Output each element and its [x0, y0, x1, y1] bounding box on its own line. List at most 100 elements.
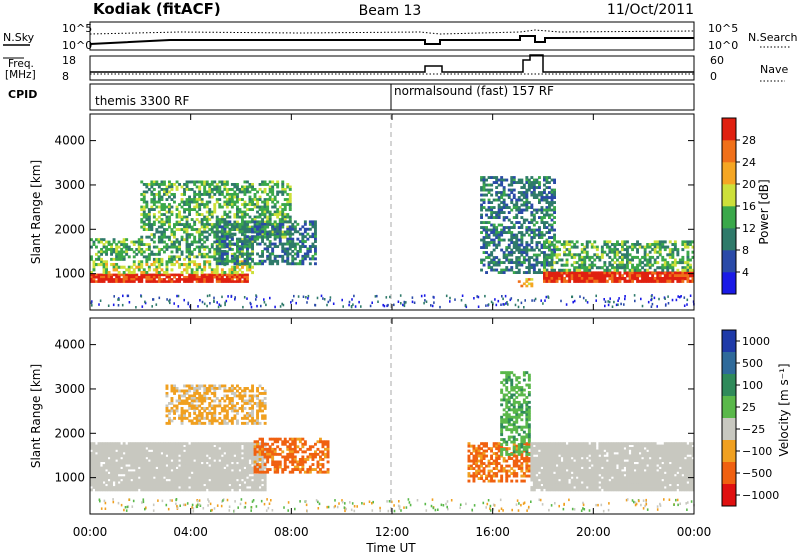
data-cell [558, 253, 561, 257]
data-cell [213, 416, 217, 420]
data-cell [631, 268, 634, 272]
data-cell [253, 193, 257, 196]
data-cell [130, 280, 134, 283]
data-cell [578, 268, 582, 272]
data-cell [281, 218, 285, 221]
data-cell [248, 200, 252, 204]
data-cell [105, 245, 108, 249]
data-cell [105, 263, 108, 267]
data-cell [573, 243, 577, 246]
data-cell [520, 261, 524, 264]
data-cell [218, 247, 222, 251]
data-cell [205, 464, 209, 467]
data-cell [230, 205, 234, 209]
data-cell [110, 252, 113, 256]
data-cell [603, 243, 607, 246]
data-cell [656, 305, 658, 308]
data-cell [227, 295, 229, 298]
data-cell [97, 278, 101, 281]
data-cell [195, 384, 199, 388]
data-cell [261, 183, 264, 186]
data-cell [230, 419, 234, 423]
nave-tick-bottom: 0 [710, 70, 717, 83]
data-cell [178, 280, 181, 283]
data-cell [243, 193, 247, 196]
data-cell [228, 230, 232, 234]
data-cell [195, 275, 199, 279]
data-cell [100, 260, 103, 264]
data-cell [532, 248, 536, 252]
data-cell [236, 210, 239, 214]
data-cell [261, 254, 264, 258]
data-cell [188, 235, 191, 239]
data-cell [661, 271, 665, 275]
data-cell [95, 469, 98, 472]
data-cell [502, 271, 506, 274]
data-cell [97, 466, 101, 470]
data-cell [203, 392, 207, 395]
data-cell [271, 198, 275, 201]
data-cell [178, 389, 181, 393]
data-cell [142, 220, 146, 224]
data-cell [545, 277, 549, 281]
data-cell [553, 196, 556, 199]
data-cell [198, 394, 202, 398]
data-cell [676, 279, 680, 283]
data-cell [525, 188, 529, 192]
data-cell [193, 454, 197, 458]
data-cell [515, 258, 519, 262]
data-cell [228, 235, 232, 239]
data-cell [225, 454, 229, 458]
data-cell [178, 414, 181, 418]
data-cell [183, 442, 186, 445]
data-cell [115, 461, 119, 465]
data-cell [616, 243, 619, 246]
data-cell [611, 258, 614, 262]
data-cell [205, 389, 209, 393]
data-cell [293, 242, 297, 246]
data-cell [243, 275, 247, 279]
colorbar-tick-label: 20 [742, 178, 756, 191]
data-cell [525, 196, 529, 199]
data-cell [193, 447, 197, 450]
data-cell [527, 243, 531, 247]
data-cell [110, 263, 113, 267]
data-cell [253, 227, 257, 231]
data-cell [525, 198, 529, 202]
data-cell [120, 278, 124, 281]
data-cell [233, 275, 237, 279]
data-cell [617, 303, 619, 306]
data-cell [152, 245, 156, 249]
data-cell [598, 277, 602, 281]
data-cell [583, 261, 587, 265]
data-cell [241, 407, 244, 410]
data-cell [188, 200, 191, 204]
data-cell [643, 245, 647, 249]
data-cell [165, 228, 169, 231]
data-cell [230, 248, 234, 251]
data-cell [130, 483, 134, 487]
data-cell [220, 466, 224, 470]
data-cell [142, 471, 146, 475]
data-cell [205, 225, 209, 229]
data-cell [120, 454, 124, 458]
data-cell [92, 263, 96, 267]
data-cell [158, 481, 161, 484]
data-cell [495, 186, 499, 189]
data-cell [563, 268, 566, 272]
data-cell [241, 242, 244, 246]
data-cell [492, 241, 496, 244]
data-cell [165, 442, 169, 445]
data-cell [641, 271, 644, 275]
data-cell [147, 273, 151, 277]
data-cell [155, 180, 159, 184]
data-cell [233, 259, 237, 263]
data-cell [268, 198, 272, 201]
data-cell [92, 461, 96, 465]
data-cell [268, 185, 272, 189]
data-cell [507, 183, 511, 187]
data-cell [507, 193, 511, 197]
data-cell [495, 243, 499, 247]
data-cell [585, 277, 589, 281]
data-cell [168, 257, 171, 261]
